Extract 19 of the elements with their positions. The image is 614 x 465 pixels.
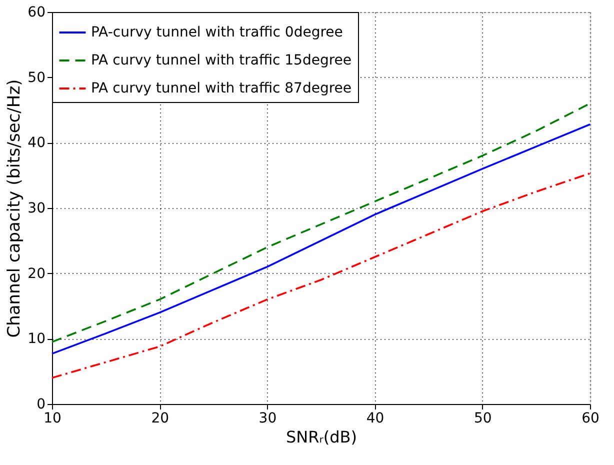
x-tick-label: 20 — [151, 410, 170, 426]
legend-label: PA curvy tunnel with traffic 15degree — [91, 52, 352, 68]
y-tick-label: 60 — [28, 4, 46, 20]
y-tick-label: 30 — [28, 200, 46, 216]
legend-label: PA curvy tunnel with traffic 87degree — [91, 80, 352, 96]
y-tick-label: 40 — [28, 135, 46, 152]
y-tick-label: 10 — [28, 331, 46, 348]
y-tick-label: 0 — [36, 396, 46, 412]
y-tick-label: 20 — [28, 266, 46, 282]
x-tick-label: 30 — [258, 410, 277, 426]
x-tick-label: 60 — [582, 410, 600, 426]
x-tick-label: 10 — [44, 410, 62, 426]
legend-label: PA-curvy tunnel with traffic 0degree — [91, 24, 343, 40]
line-series — [51, 172, 591, 379]
x-tick-label: 50 — [474, 410, 492, 426]
y-axis-title: Channel capacity (bits/sec/Hz) — [4, 79, 25, 338]
y-tick-label: 50 — [28, 70, 46, 86]
x-axis-title: SNRᵣ(dB) — [286, 428, 357, 446]
x-tick-label: 40 — [366, 410, 384, 426]
